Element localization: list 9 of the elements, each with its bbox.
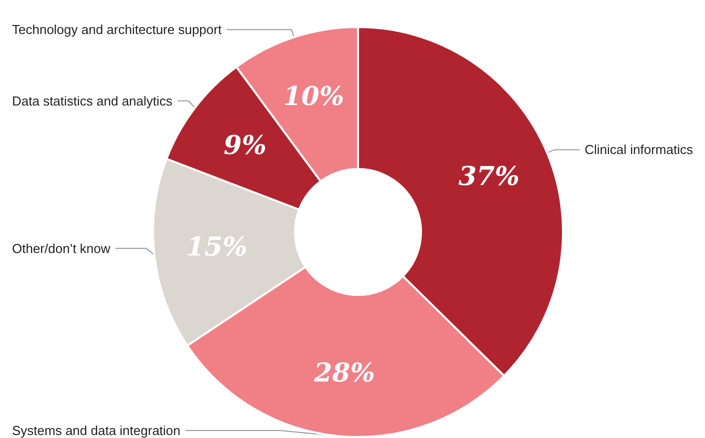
slice-label: Systems and data integration: [12, 423, 180, 438]
data-label: 28%: [313, 358, 375, 388]
data-label: 10%: [283, 82, 344, 112]
slice-label: Other/don’t know: [12, 240, 111, 256]
data-label: 9%: [224, 131, 266, 162]
data-label: 37%: [458, 162, 520, 192]
slice-label: Clinical informatics: [584, 142, 694, 158]
slice-label: Technology and architecture support: [12, 22, 222, 38]
slice-label: Data statistics and analytics: [12, 93, 173, 108]
